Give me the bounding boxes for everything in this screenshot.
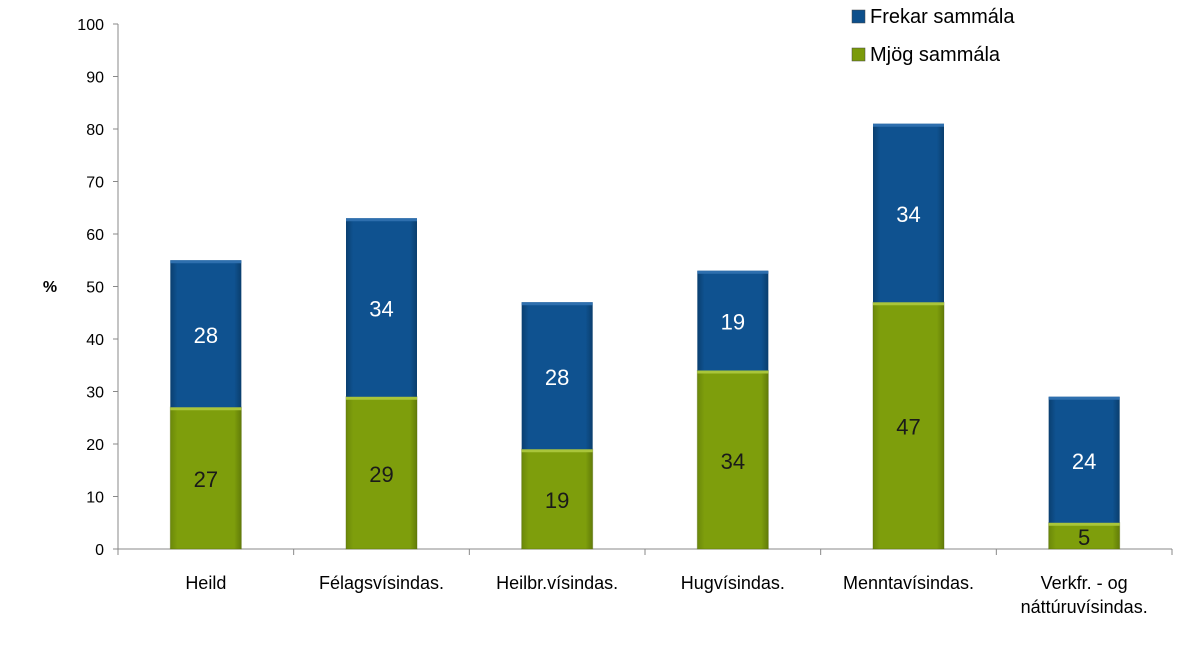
y-tick-label: 0 <box>95 542 104 559</box>
x-tick-label: Hugvísindas. <box>681 573 785 593</box>
data-label: 29 <box>369 462 393 487</box>
data-label: 19 <box>545 488 569 513</box>
data-label: 28 <box>545 365 569 390</box>
y-tick-label: 80 <box>86 122 104 139</box>
x-tick-label: Heilbr.vísindas. <box>496 573 618 593</box>
bar-segment <box>872 301 945 550</box>
bar-top-bevel <box>170 260 242 264</box>
legend-swatch <box>851 47 866 62</box>
data-label: 27 <box>194 467 218 492</box>
bar-segment <box>345 396 418 550</box>
bar-top-bevel <box>873 302 944 306</box>
bar-top-bevel <box>1048 522 1120 526</box>
y-tick-label: 90 <box>86 70 104 87</box>
bar-segment <box>346 218 417 397</box>
bar-top-bevel <box>521 449 593 453</box>
data-label: 24 <box>1072 449 1096 474</box>
x-tick-label: Félagsvísindas. <box>319 573 444 593</box>
bar-top-bevel <box>521 302 593 306</box>
legend-label: Mjög sammála <box>870 44 1001 66</box>
bar-top-bevel <box>170 407 242 411</box>
y-tick-label: 30 <box>86 385 104 402</box>
data-label: 34 <box>369 297 393 322</box>
data-label: 47 <box>896 415 920 440</box>
bar-top-bevel <box>1048 396 1120 400</box>
bar-segment <box>521 448 594 550</box>
y-tick-label: 70 <box>86 175 104 192</box>
y-tick-label: 40 <box>86 332 104 349</box>
legend-item: Mjög sammála <box>851 44 1001 66</box>
y-axis-label: % <box>43 279 57 296</box>
bar-segment <box>873 123 944 303</box>
bar-top-bevel <box>697 370 769 374</box>
y-tick-label: 100 <box>77 17 104 34</box>
bar-top-bevel <box>346 218 417 222</box>
data-label: 28 <box>194 323 218 348</box>
bar-top-bevel <box>873 123 944 127</box>
y-tick-label: 60 <box>86 227 104 244</box>
x-tick-label: Verkfr. - og náttúruvísindas. <box>1021 573 1148 617</box>
data-label: 34 <box>896 202 920 227</box>
bar-segment <box>697 270 769 371</box>
bar-segment <box>170 260 242 408</box>
bar-segment <box>1048 522 1121 550</box>
data-label: 5 <box>1078 525 1090 550</box>
bar-segment <box>169 406 242 550</box>
y-tick-label: 50 <box>86 280 104 297</box>
legend-label: Frekar sammála <box>870 6 1015 28</box>
legend-swatch <box>851 9 866 24</box>
x-tick-label: Heild <box>185 573 226 593</box>
data-label: 34 <box>721 449 745 474</box>
bar-segment <box>521 302 593 450</box>
x-tick-label: Menntavísindas. <box>843 573 974 593</box>
bar-top-bevel <box>697 270 769 274</box>
data-label: 19 <box>721 310 745 335</box>
bar-top-bevel <box>346 396 417 400</box>
bar-segment <box>1048 396 1120 523</box>
y-tick-label: 20 <box>86 437 104 454</box>
y-tick-label: 10 <box>86 490 104 507</box>
legend-item: Frekar sammála <box>851 6 1015 28</box>
